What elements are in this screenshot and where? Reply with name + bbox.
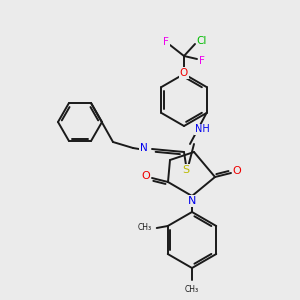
Text: S: S — [182, 165, 190, 175]
Text: CH₃: CH₃ — [185, 285, 199, 294]
Text: F: F — [163, 37, 169, 47]
Text: N: N — [188, 196, 196, 206]
Text: O: O — [232, 166, 242, 176]
Text: O: O — [180, 68, 188, 78]
Text: CH₃: CH₃ — [138, 224, 152, 232]
Text: NH: NH — [195, 124, 210, 134]
Text: F: F — [199, 56, 205, 66]
Text: O: O — [142, 171, 150, 181]
Text: N: N — [140, 143, 148, 153]
Text: Cl: Cl — [197, 36, 207, 46]
